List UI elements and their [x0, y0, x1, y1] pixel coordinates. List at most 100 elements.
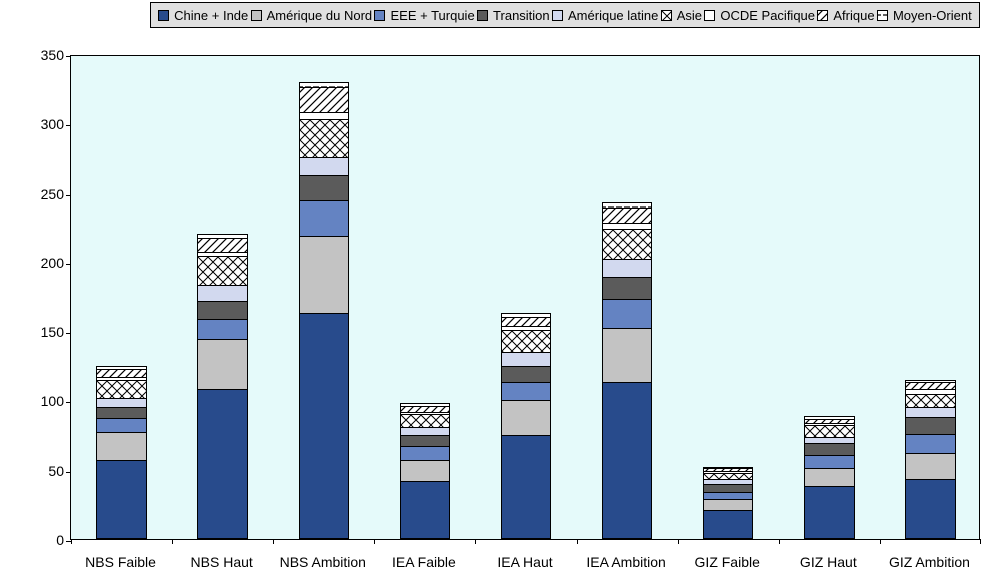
bar	[501, 313, 552, 539]
legend-label: Moyen-Orient	[893, 8, 972, 23]
bar-segment-chine-inde	[501, 435, 552, 539]
y-tick-label: 100	[4, 393, 64, 409]
bar-segment-amerique-latine	[501, 352, 552, 366]
x-tick-mark	[880, 539, 881, 544]
legend: Chine + IndeAmérique du Nord EEE + Turqui…	[150, 2, 980, 28]
bar-segment-amerique-latine	[602, 259, 653, 277]
legend-item: Moyen-Orient	[877, 8, 972, 23]
bar-segment-afrique	[602, 208, 653, 223]
y-tick-label: 300	[4, 116, 64, 132]
y-tick-mark	[66, 195, 71, 196]
x-tick-mark	[172, 539, 173, 544]
legend-swatch	[661, 10, 672, 21]
x-tick-label: GIZ Faible	[695, 554, 760, 570]
bar-segment-amerique-nord	[400, 460, 451, 481]
legend-item: Chine + Inde	[158, 8, 248, 23]
x-tick-mark	[374, 539, 375, 544]
legend-item: Amérique latine	[552, 8, 658, 23]
legend-label: EEE + Turquie	[390, 8, 474, 23]
bar-segment-transition	[602, 277, 653, 299]
bar-segment-transition	[703, 484, 754, 492]
bar	[400, 403, 451, 539]
chart-container: Chine + IndeAmérique du Nord EEE + Turqui…	[0, 0, 1000, 578]
y-tick-label: 150	[4, 324, 64, 340]
legend-item: EEE + Turquie	[374, 8, 474, 23]
bar-segment-transition	[905, 417, 956, 434]
y-tick-mark	[66, 402, 71, 403]
bar-segment-eee-turquie	[299, 200, 350, 236]
y-tick-mark	[66, 264, 71, 265]
bar-segment-chine-inde	[299, 313, 350, 539]
bar-segment-amerique-nord	[703, 499, 754, 510]
bar-segment-eee-turquie	[804, 455, 855, 469]
bar-segment-amerique-nord	[96, 432, 147, 460]
bar-segment-eee-turquie	[400, 446, 451, 460]
bar	[905, 380, 956, 539]
legend-swatch	[374, 10, 385, 21]
legend-swatch	[158, 10, 169, 21]
bar-segment-transition	[96, 407, 147, 418]
y-tick-mark	[66, 333, 71, 334]
bar-segment-transition	[804, 443, 855, 454]
y-tick-label: 50	[4, 463, 64, 479]
y-tick-label: 0	[4, 532, 64, 548]
legend-swatch	[477, 10, 488, 21]
x-tick-label: NBS Faible	[85, 554, 156, 570]
bar-segment-transition	[299, 175, 350, 200]
legend-swatch	[877, 10, 888, 21]
bar-segment-amerique-nord	[197, 339, 248, 389]
bar-segment-amerique-latine	[804, 437, 855, 444]
bar-segment-chine-inde	[197, 389, 248, 539]
bar-segment-eee-turquie	[905, 434, 956, 453]
bar	[804, 416, 855, 539]
x-tick-mark	[577, 539, 578, 544]
legend-label: Transition	[493, 8, 550, 23]
bar-segment-asie	[501, 330, 552, 352]
x-tick-mark	[475, 539, 476, 544]
legend-item: Afrique	[817, 8, 874, 23]
bar	[299, 82, 350, 539]
bar-segment-eee-turquie	[602, 299, 653, 328]
x-tick-label: IEA Faible	[392, 554, 456, 570]
x-tick-label: IEA Ambition	[586, 554, 665, 570]
legend-label: Asie	[677, 8, 702, 23]
x-tick-mark	[273, 539, 274, 544]
bar-segment-ocde-pacifique	[299, 112, 350, 119]
bar-segment-asie	[804, 425, 855, 436]
x-tick-label: NBS Haut	[191, 554, 253, 570]
bar-segment-amerique-latine	[197, 285, 248, 300]
bar-segment-amerique-latine	[400, 427, 451, 435]
legend-label: Amérique latine	[568, 8, 658, 23]
bar-segment-chine-inde	[905, 479, 956, 539]
bar-segment-afrique	[299, 87, 350, 112]
bar-segment-transition	[501, 366, 552, 383]
bar-segment-amerique-latine	[905, 407, 956, 417]
bar-segment-chine-inde	[96, 460, 147, 539]
legend-label: OCDE Pacifique	[720, 8, 815, 23]
bar	[197, 234, 248, 539]
bar	[96, 366, 147, 539]
bar-segment-afrique	[96, 369, 147, 377]
legend-item: Asie	[661, 8, 702, 23]
bar-segment-afrique	[905, 382, 956, 389]
bar-segment-chine-inde	[400, 481, 451, 539]
bar-segment-amerique-nord	[501, 400, 552, 435]
x-tick-mark	[779, 539, 780, 544]
legend-label: Afrique	[833, 8, 874, 23]
bar-segment-amerique-nord	[602, 328, 653, 382]
legend-item: Amérique du Nord	[251, 8, 373, 23]
x-tick-label: NBS Ambition	[280, 554, 366, 570]
legend-swatch	[552, 10, 563, 21]
bar-segment-amerique-latine	[96, 398, 147, 408]
bar-segment-amerique-latine	[299, 157, 350, 175]
legend-label: Chine + Inde	[174, 8, 248, 23]
legend-swatch	[704, 10, 715, 21]
bar-segment-eee-turquie	[501, 382, 552, 400]
bar-segment-eee-turquie	[197, 319, 248, 340]
bar-segment-amerique-nord	[299, 236, 350, 314]
legend-item: OCDE Pacifique	[704, 8, 815, 23]
bar-segment-asie	[905, 394, 956, 408]
bar-segment-transition	[197, 301, 248, 319]
bar-segment-afrique	[197, 238, 248, 252]
x-tick-mark	[678, 539, 679, 544]
